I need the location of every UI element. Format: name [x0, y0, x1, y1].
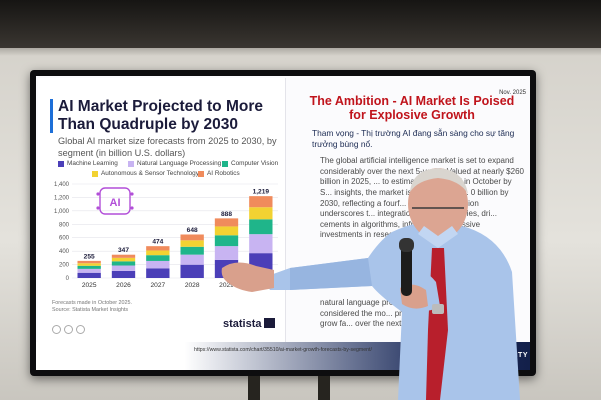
source-note: Source: Statista Market Insights	[52, 307, 129, 314]
bar-segment	[111, 270, 136, 278]
chart-notes: Forecasts made in October 2025. Source: …	[52, 300, 132, 315]
bar-segment	[180, 240, 204, 247]
y-tick-label: 200	[59, 263, 70, 269]
tv-stand-right	[318, 376, 330, 400]
y-tick-label: 1,000	[54, 209, 70, 215]
slide-text-panel: Nov. 2025 The Ambition - AI Market Is Po…	[296, 76, 530, 370]
bar-segment	[146, 246, 170, 251]
bar-segment	[214, 218, 239, 227]
bar-total-label: 347	[118, 247, 129, 254]
bar-segment	[146, 260, 170, 269]
slide-body-text: The global artificial intelligence marke…	[320, 156, 524, 240]
bar-segment	[111, 261, 136, 266]
bar-total-label: 648	[187, 227, 198, 234]
bar-segment	[77, 263, 101, 266]
bar-segment	[180, 234, 204, 241]
legend-item-autonomous: Autonomous & Sensor Technology	[92, 170, 199, 177]
presentation-screen: AI Market Projected to More Than Quadrup…	[36, 76, 530, 370]
bar-segment	[77, 260, 101, 264]
legend-swatch	[222, 160, 228, 167]
bar-total-label: 1,219	[253, 189, 270, 196]
legend-label: Machine Learning	[67, 160, 118, 167]
legend-label: AI Robotics	[207, 170, 240, 177]
chart-subtitle: Global AI market size forecasts from 202…	[58, 136, 277, 158]
bar-segment	[146, 255, 170, 261]
logo-mark	[263, 318, 275, 328]
bar-segment	[214, 246, 239, 260]
slide-subtitle: Tham vọng - Thị trường AI đang sẵn sàng …	[312, 128, 515, 149]
slide-body-text-lower: natural language pro... considered the m…	[320, 298, 437, 329]
x-tick-label: 2030	[253, 282, 268, 289]
legend-swatch	[92, 170, 98, 177]
bar-total-label: 474	[152, 239, 163, 246]
bar-segment	[180, 264, 204, 278]
tv-stand-left	[248, 376, 260, 400]
legend-swatch	[58, 160, 64, 167]
cc-icon	[52, 325, 61, 334]
logo-text: statista	[223, 318, 262, 330]
legend-item-computer-vision: Computer Vision	[222, 160, 278, 167]
legend-item-ai-robotics: AI Robotics	[198, 170, 240, 177]
x-tick-label: 2026	[116, 282, 131, 289]
bar-segment	[111, 257, 136, 262]
ceiling	[0, 0, 601, 48]
legend-swatch	[128, 160, 134, 167]
statista-logo: statista	[223, 318, 275, 330]
chart-title: AI Market Projected to More Than Quadrup…	[58, 98, 263, 133]
bar-segment	[249, 253, 273, 278]
legend-label: Autonomous & Sensor Technology	[101, 170, 199, 177]
title-accent-bar	[50, 99, 53, 133]
x-tick-label: 2029	[219, 282, 234, 289]
bar-segment	[249, 219, 273, 235]
y-tick-label: 1,200	[54, 195, 70, 201]
y-tick-label: 1,400	[54, 182, 70, 188]
bar-segment	[77, 272, 101, 278]
bar-total-label: 888	[221, 211, 232, 218]
bar-segment	[77, 268, 101, 273]
legend-item-machine-learning: Machine Learning	[58, 160, 118, 167]
ai-icon-label: AI	[110, 197, 121, 209]
x-tick-label: 2027	[150, 282, 165, 289]
y-tick-label: 600	[59, 236, 70, 242]
legend-item-nlp: Natural Language Processing	[128, 160, 221, 167]
bar-segment	[146, 250, 170, 256]
y-tick-label: 400	[59, 249, 70, 255]
source-url: https://www.statista.com/chart/35510/ai-…	[194, 347, 372, 353]
nd-icon	[76, 325, 85, 334]
stacked-bar-chart: 0 200 400 600 800 1,000 1,200 1,400 AI 255 2025 3…	[54, 182, 278, 289]
slide-title: The Ambition - AI Market Is Poised for E…	[309, 94, 515, 123]
bar-segment	[249, 234, 273, 254]
footer-brand-text: RSITY	[504, 352, 528, 359]
bar-segment	[214, 259, 239, 278]
chart-card: AI Market Projected to More Than Quadrup…	[38, 78, 286, 344]
y-tick-label: 0	[66, 276, 70, 282]
bar-segment	[77, 265, 101, 269]
y-tick-label: 800	[59, 222, 70, 228]
bar-segment	[249, 196, 273, 208]
bar-segment	[249, 207, 273, 220]
bar-segment	[111, 265, 136, 271]
x-tick-label: 2028	[185, 282, 200, 289]
bar-segment	[214, 235, 239, 247]
bar-segment	[214, 226, 239, 236]
x-tick-label: 2025	[82, 282, 97, 289]
bar-segment	[180, 254, 204, 265]
forecast-note: Forecasts made in October 2025.	[52, 300, 133, 306]
legend-label: Natural Language Processing	[137, 160, 222, 167]
bar-total-label: 255	[84, 253, 95, 260]
bar-segment	[111, 254, 136, 258]
by-icon	[64, 325, 73, 334]
ai-brain-icon: AI	[96, 187, 134, 215]
legend-label: Computer Vision	[231, 160, 279, 167]
bar-segment	[180, 246, 204, 255]
license-icons	[52, 325, 85, 334]
slide-date: Nov. 2025	[499, 90, 526, 96]
bar-segment	[146, 268, 170, 278]
legend-swatch	[198, 170, 204, 177]
